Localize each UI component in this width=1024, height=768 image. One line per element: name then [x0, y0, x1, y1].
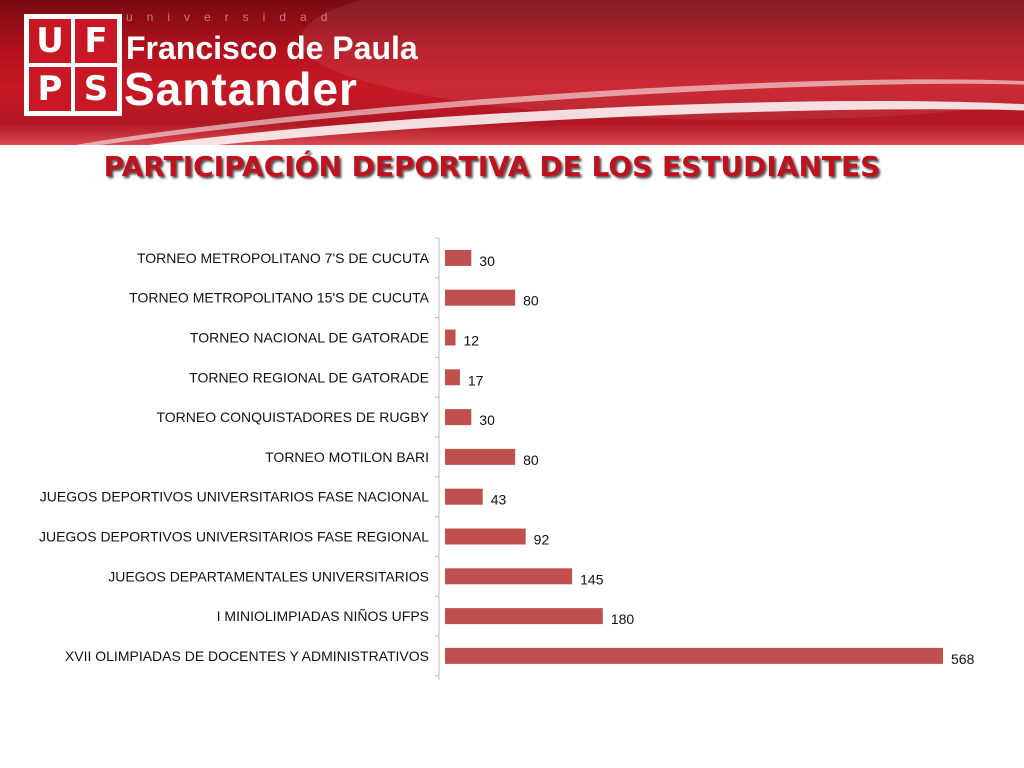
bar [445, 488, 483, 505]
data-label: 568 [951, 651, 975, 667]
bar [445, 568, 573, 585]
data-label: 92 [534, 532, 550, 548]
bar [445, 608, 603, 625]
category-label: TORNEO MOTILON BARI [265, 449, 429, 465]
data-label: 80 [523, 293, 539, 309]
data-label: 12 [464, 333, 480, 349]
university-caption: universidad [126, 10, 342, 24]
logo-letter: U [29, 19, 71, 63]
data-label: 17 [468, 372, 484, 388]
data-label: 80 [523, 452, 539, 468]
category-label: TORNEO METROPOLITANO 7'S DE CUCUTA [137, 250, 430, 266]
bar [445, 647, 943, 664]
category-label: JUEGOS DEPARTAMENTALES UNIVERSITARIOS [108, 568, 429, 584]
data-label: 180 [611, 611, 635, 627]
category-label: TORNEO NACIONAL DE GATORADE [190, 330, 429, 346]
data-label: 43 [491, 492, 507, 508]
data-label: 30 [479, 412, 495, 428]
bar [445, 409, 472, 426]
bar [445, 369, 460, 386]
category-label: XVII OLIMPIADAS DE DOCENTES Y ADMINISTRA… [65, 648, 429, 664]
logo-letter: S [75, 67, 117, 111]
category-label: TORNEO METROPOLITANO 15'S DE CUCUTA [129, 290, 429, 306]
logo-letter: F [75, 19, 117, 63]
category-label: JUEGOS DEPORTIVOS UNIVERSITARIOS FASE RE… [39, 529, 429, 545]
ufps-logo: U F P S [24, 14, 122, 116]
bar [445, 329, 456, 346]
category-label: TORNEO REGIONAL DE GATORADE [189, 369, 429, 385]
data-label: 145 [580, 571, 604, 587]
logo-letter: P [29, 67, 71, 111]
category-label: JUEGOS DEPORTIVOS UNIVERSITARIOS FASE NA… [40, 489, 429, 505]
bar-chart: TORNEO METROPOLITANO 7'S DE CUCUTA 30 TORN… [39, 237, 975, 680]
university-name-line2: Santander [124, 63, 358, 115]
bar [445, 289, 516, 306]
bar [445, 528, 526, 545]
bar [445, 448, 516, 465]
page-title: PARTICIPACIÓN DEPORTIVA DE LOS ESTUDIANT… [103, 150, 881, 183]
bar [445, 249, 472, 266]
category-label: TORNEO CONQUISTADORES DE RUGBY [156, 409, 429, 425]
header-banner: U F P S universidad Francisco de Paula S… [0, 0, 1024, 145]
data-label: 30 [479, 253, 495, 269]
university-name-line1: Francisco de Paula [126, 30, 418, 66]
category-label: I MINIOLIMPIADAS NIÑOS UFPS [217, 608, 429, 624]
